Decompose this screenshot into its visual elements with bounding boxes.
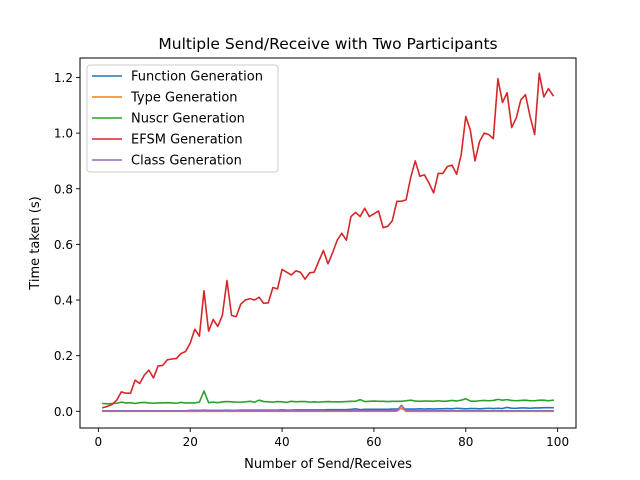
y-axis-label: Time taken (s) bbox=[28, 196, 43, 290]
y-tick-label: 0.2 bbox=[54, 349, 73, 363]
y-tick-label: 1.0 bbox=[54, 127, 73, 141]
y-tick-label: 0.4 bbox=[54, 294, 73, 308]
x-tick-label: 100 bbox=[546, 435, 569, 449]
x-axis: 0 20 40 60 80 100 bbox=[95, 428, 569, 449]
series-layer bbox=[101, 72, 555, 413]
chart-title: Multiple Send/Receive with Two Participa… bbox=[158, 35, 497, 53]
y-tick-label: 0.0 bbox=[54, 405, 73, 419]
x-tick-label: 0 bbox=[95, 435, 103, 449]
legend-label: Class Generation bbox=[131, 154, 242, 169]
plot-area-frame bbox=[79, 57, 577, 429]
series-line-nuscr-generation bbox=[102, 390, 554, 405]
legend-label: Function Generation bbox=[131, 70, 263, 85]
legend-label: Type Generation bbox=[130, 91, 238, 106]
legend-label: Nuscr Generation bbox=[131, 112, 245, 127]
x-tick-label: 40 bbox=[274, 435, 289, 449]
legend-frame bbox=[86, 64, 279, 173]
series-line-class-generation bbox=[102, 404, 554, 412]
x-tick-label: 80 bbox=[458, 435, 473, 449]
y-tick-label: 0.8 bbox=[54, 182, 73, 196]
legend-label: EFSM Generation bbox=[131, 133, 243, 148]
y-tick-label: 1.2 bbox=[54, 71, 73, 85]
x-tick-label: 60 bbox=[366, 435, 381, 449]
x-axis-label: Number of Send/Receives bbox=[244, 457, 412, 472]
series-line-efsm-generation bbox=[101, 72, 555, 409]
y-axis: 0.0 0.2 0.4 0.6 0.8 1.0 1.2 bbox=[54, 71, 80, 419]
x-tick-label: 20 bbox=[183, 435, 198, 449]
y-tick-label: 0.6 bbox=[54, 238, 73, 252]
legend: Function Generation Type Generation Nuscr … bbox=[86, 64, 279, 173]
